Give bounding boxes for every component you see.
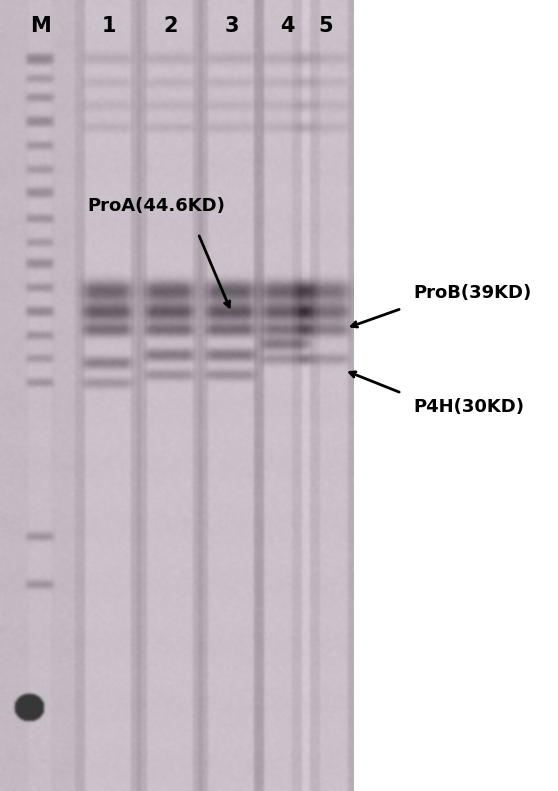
Text: 2: 2	[163, 16, 177, 36]
Text: 3: 3	[224, 16, 239, 36]
Text: 5: 5	[318, 16, 333, 36]
Text: M: M	[30, 16, 51, 36]
Text: ProA(44.6KD): ProA(44.6KD)	[87, 197, 225, 214]
Text: P4H(30KD): P4H(30KD)	[413, 399, 524, 416]
Text: ProB(39KD): ProB(39KD)	[413, 284, 531, 301]
Text: 1: 1	[102, 16, 116, 36]
Text: 4: 4	[280, 16, 295, 36]
